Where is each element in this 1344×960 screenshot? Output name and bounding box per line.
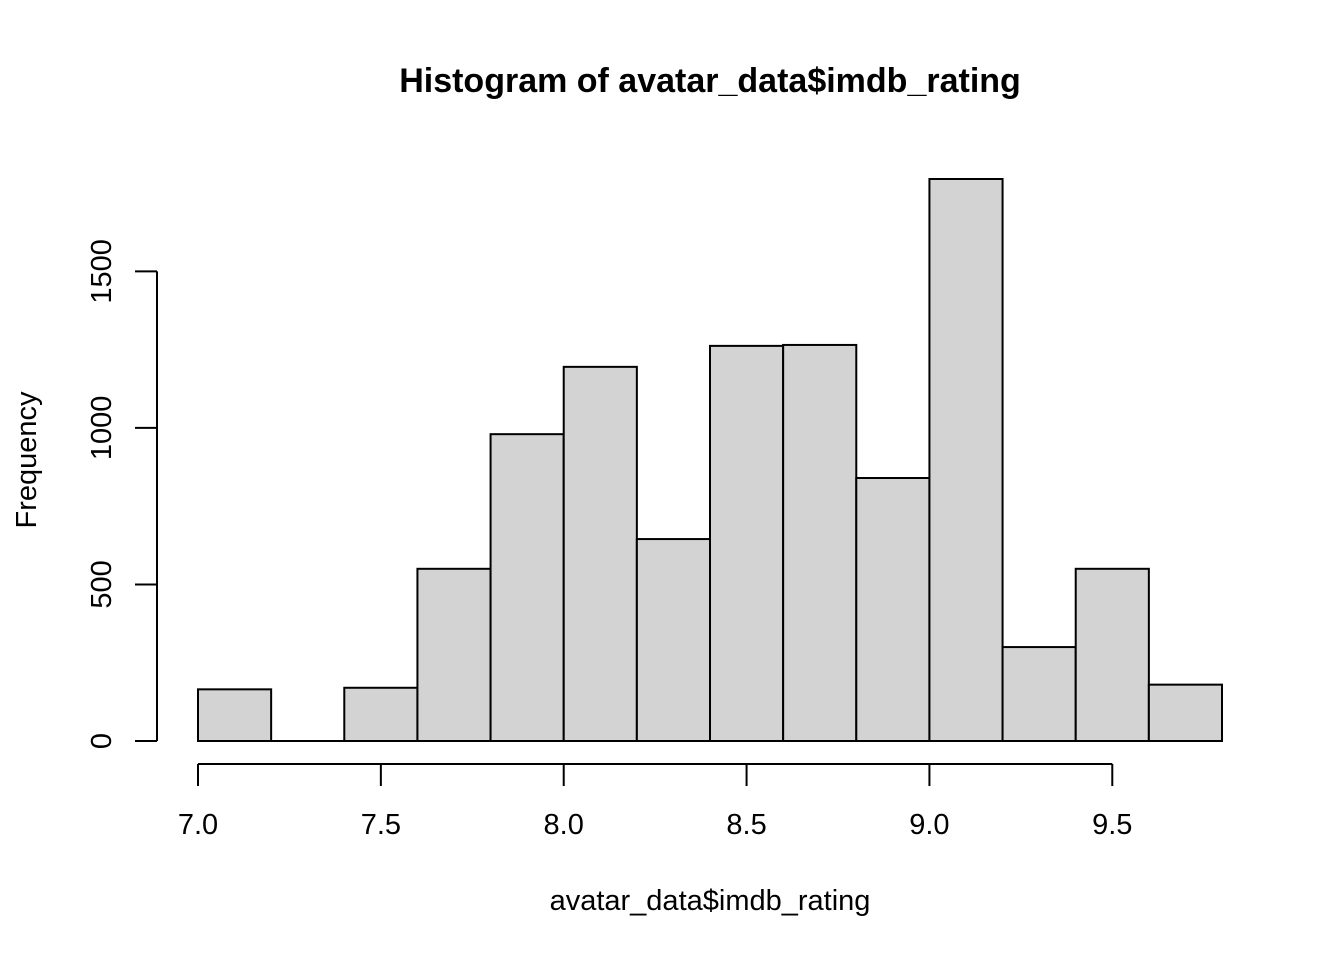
histogram-bar-11 [1001,646,1077,743]
y-tick-label-0: 0 [86,733,118,749]
x-tick-label-3: 8.5 [726,809,766,841]
histogram-bar-2 [343,686,419,742]
histogram-bar-13 [1147,683,1224,742]
chart-title: Histogram of avatar_data$imdb_rating [399,62,1021,100]
x-axis: 7.0 7.5 8.0 8.5 9.0 9.5 [178,763,1132,841]
y-tick-label-2: 1000 [86,396,118,461]
histogram-bar-9 [855,477,931,742]
histogram-bar-10 [928,178,1004,742]
y-axis: 0 500 1000 1500 [86,239,158,749]
y-tick-label-3: 1500 [86,239,118,304]
histogram-bar-4 [489,433,565,742]
histogram-bar-0 [197,688,273,743]
x-tick-label-4: 9.0 [909,809,949,841]
x-tick-label-1: 7.5 [361,809,401,841]
x-axis-label: avatar_data$imdb_rating [550,885,871,917]
y-axis-label: Frequency [11,391,43,529]
histogram-bar-6 [635,538,711,743]
x-tick-label-2: 8.0 [544,809,584,841]
x-tick-label-5: 9.5 [1092,809,1132,841]
histogram-bar-12 [1074,567,1150,742]
y-tick-label-1: 500 [86,560,118,608]
x-tick-label-0: 7.0 [178,809,218,841]
histogram-bar-3 [416,567,492,742]
histogram-bar-7 [709,344,785,742]
bars-group [197,178,1224,743]
histogram-bar-8 [782,343,858,742]
histogram-bar-5 [562,365,638,742]
